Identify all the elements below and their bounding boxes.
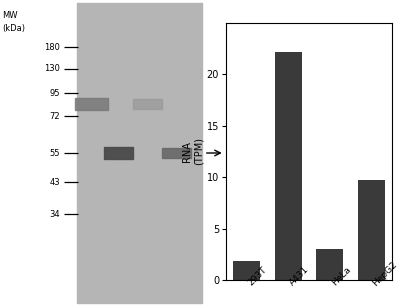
Bar	[133, 99, 162, 109]
Bar	[275, 52, 302, 280]
Text: 72: 72	[50, 112, 60, 121]
Y-axis label: RNA
(TPM): RNA (TPM)	[182, 137, 204, 166]
Bar	[358, 180, 385, 280]
Bar	[316, 249, 343, 280]
Text: 180: 180	[44, 43, 60, 52]
Text: 130: 130	[44, 64, 60, 73]
Bar	[77, 3, 202, 303]
Text: MW: MW	[2, 11, 18, 20]
Text: 43: 43	[50, 177, 60, 187]
Text: 95: 95	[50, 89, 60, 98]
Text: 55: 55	[50, 148, 60, 158]
Text: (kDa): (kDa)	[2, 24, 25, 33]
Text: Gasdermin D: Gasdermin D	[229, 148, 284, 158]
Bar	[75, 98, 108, 110]
Bar	[162, 148, 191, 159]
Bar	[233, 262, 260, 280]
Text: 34: 34	[50, 210, 60, 219]
Bar	[104, 147, 133, 159]
